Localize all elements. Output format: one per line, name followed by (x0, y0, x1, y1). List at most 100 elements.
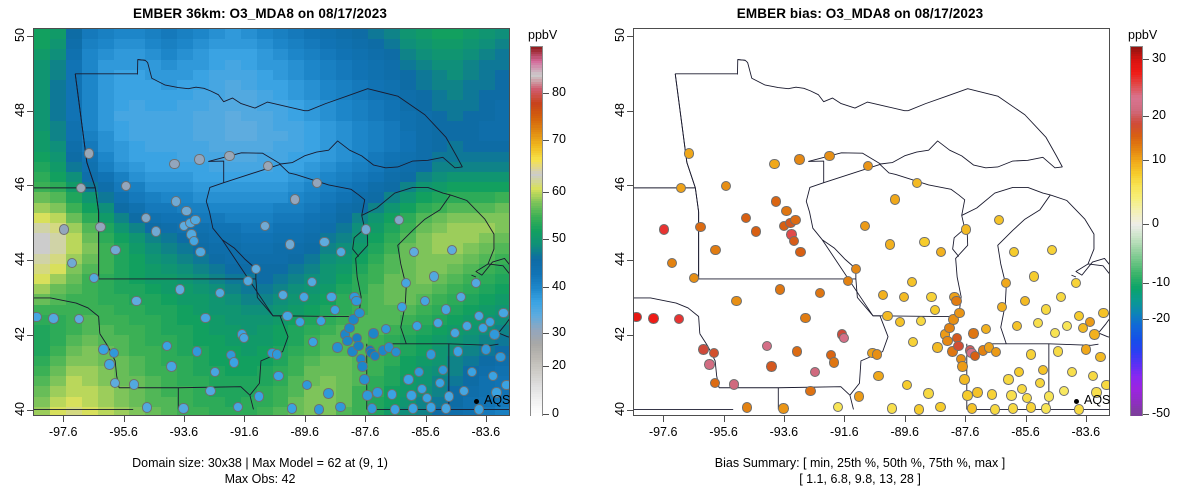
colorbar-segment (531, 214, 542, 218)
observation-point (286, 403, 298, 414)
raster-cell (320, 284, 337, 296)
raster-cell (240, 80, 258, 91)
raster-cell (224, 243, 242, 255)
colorbar-segment (531, 88, 542, 92)
raster-cell (463, 355, 480, 367)
colorbar-segment (1131, 392, 1142, 395)
raster-cell (224, 386, 242, 398)
bias-point (919, 236, 930, 248)
raster-cell (272, 49, 289, 61)
raster-cell (288, 171, 305, 183)
raster-cell (463, 161, 480, 173)
raster-cell (320, 182, 337, 193)
raster-cell (463, 376, 480, 387)
raster-cell (463, 59, 480, 71)
colorbar-segment (531, 106, 542, 110)
raster-cell (304, 376, 321, 387)
raster-cell (49, 325, 67, 336)
colorbar-segment (1131, 235, 1142, 239)
raster-cell (161, 110, 178, 122)
colorbar-segment (531, 198, 542, 202)
raster-cell (81, 223, 99, 234)
raster-cell (256, 314, 274, 326)
raster-cell (320, 274, 337, 285)
colorbar-tick-label: 30 (552, 324, 566, 339)
raster-cell (336, 355, 353, 367)
raster-cell (97, 131, 115, 142)
raster-cell (415, 284, 433, 296)
boundary-path (208, 140, 463, 169)
panel-bias: EMBER bias: O3_MDA8 on 08/17/2023 -97.6-… (600, 0, 1200, 502)
observation-point (174, 284, 185, 295)
bias-point (710, 245, 721, 256)
bias-point (698, 344, 709, 355)
bias-point (838, 333, 849, 344)
raster-cell (161, 182, 178, 193)
raster-cell (431, 253, 448, 265)
bias-point (800, 312, 811, 323)
raster-cell (81, 171, 99, 183)
raster-cell (288, 263, 305, 275)
raster-cell (383, 39, 401, 50)
raster-cell (336, 263, 353, 275)
observation-point (120, 180, 132, 191)
raster-cell (336, 212, 353, 224)
raster-cell (129, 263, 146, 275)
raster-cell (288, 233, 305, 244)
bias-point (648, 313, 659, 324)
raster-cell (415, 263, 433, 275)
boundary-path (823, 163, 966, 229)
raster-cell (145, 386, 162, 398)
colorbar-segment (531, 375, 542, 379)
colorbar-segment (1131, 122, 1142, 126)
raster-cell (49, 233, 67, 244)
raster-cell (367, 274, 385, 285)
x-tick-label: -91.6 (830, 425, 859, 439)
x-tick (485, 416, 487, 422)
bias-point (871, 349, 883, 360)
raster-cell (34, 294, 51, 306)
colorbar-segment (531, 346, 542, 349)
raster-cell (34, 202, 51, 214)
raster-cell (145, 212, 162, 224)
raster-cell (383, 29, 401, 40)
colorbar-segment (531, 341, 542, 345)
raster-cell (161, 212, 178, 224)
raster-cell (113, 294, 130, 306)
raster-cell (272, 131, 289, 142)
raster-cell (81, 141, 99, 153)
raster-cell (208, 243, 226, 255)
boundary-path (849, 395, 854, 410)
boundary-path (352, 228, 366, 257)
y-tick (27, 185, 33, 187)
raster-cell (145, 233, 162, 244)
observation-point (489, 329, 500, 340)
raster-cell (49, 100, 67, 112)
raster-cell (304, 29, 321, 40)
colorbar-segment (531, 162, 542, 165)
colorbar-segment (1131, 355, 1142, 359)
colorbar-segment (531, 164, 542, 168)
colorbar-segment (1131, 212, 1142, 216)
raster-cell (224, 294, 242, 306)
raster-cell (65, 355, 83, 367)
raster-cell (415, 223, 433, 234)
colorbar-tick-label: -50 (1152, 406, 1171, 420)
raster-cell (65, 151, 83, 163)
raster-cell (431, 233, 448, 244)
raster-cell (193, 202, 210, 214)
raster-cell (367, 151, 385, 163)
raster-cell (304, 151, 321, 163)
raster-cell (65, 141, 83, 153)
raster-cell (463, 39, 480, 50)
raster-cell (97, 233, 115, 244)
colorbar-segment (531, 343, 542, 347)
bias-point (1084, 317, 1096, 328)
colorbar-segment (531, 348, 542, 352)
colorbar-segment (1131, 113, 1142, 117)
x-tick-label: -89.6 (290, 425, 319, 439)
colorbar-segment (531, 244, 542, 248)
bias-point (688, 273, 699, 284)
raster-cell (288, 376, 305, 387)
colorbar-segment (531, 323, 542, 326)
